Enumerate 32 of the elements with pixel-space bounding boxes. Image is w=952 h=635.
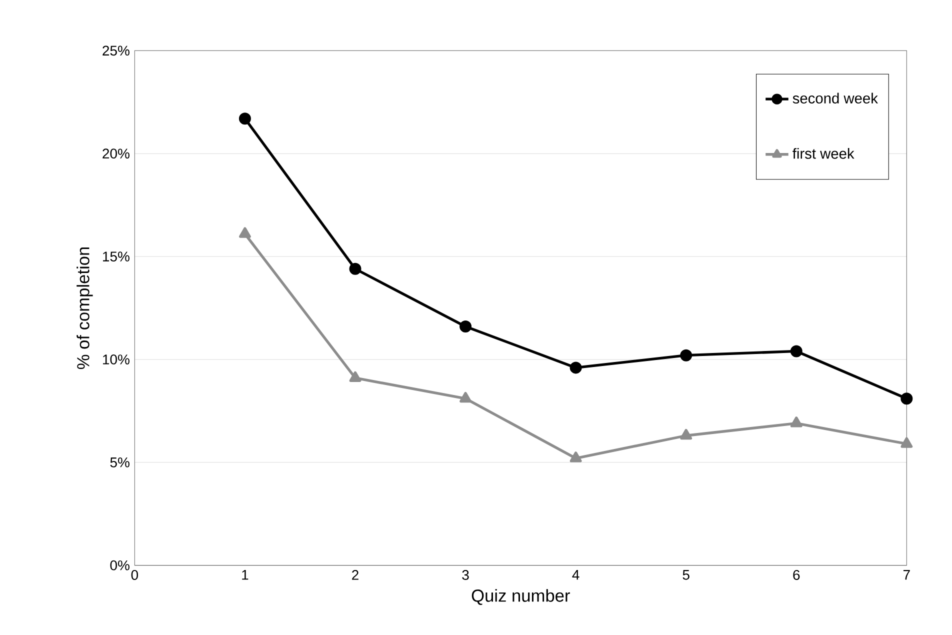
point bbox=[238, 112, 251, 125]
y-tick-label: 25% bbox=[102, 46, 130, 56]
point bbox=[790, 416, 802, 428]
y-tick-label: 10% bbox=[103, 354, 130, 365]
x-tick-label: 4 bbox=[572, 570, 580, 580]
y-tick-label: 5% bbox=[110, 458, 130, 468]
point bbox=[680, 429, 692, 440]
point bbox=[460, 320, 472, 333]
point bbox=[900, 437, 913, 448]
x-tick-label: 6 bbox=[793, 570, 800, 580]
y-tick-label: 15% bbox=[103, 252, 130, 262]
x-tick-label: 1 bbox=[242, 570, 248, 580]
legend-label: second week bbox=[792, 92, 878, 104]
y-tick-label: 20% bbox=[102, 148, 130, 159]
x-tick-label: 0 bbox=[131, 570, 138, 580]
legend-label: first week bbox=[792, 148, 854, 159]
x-tick-label: 3 bbox=[462, 570, 469, 580]
point bbox=[680, 350, 692, 362]
x-tick-label: 2 bbox=[352, 570, 358, 580]
point bbox=[460, 392, 472, 403]
y-tick-label: 0% bbox=[110, 560, 130, 570]
point bbox=[790, 345, 802, 358]
point bbox=[349, 263, 362, 276]
x-axis-title: Quiz number bbox=[472, 589, 570, 606]
x-tick-label: 7 bbox=[903, 570, 910, 580]
point bbox=[570, 452, 582, 462]
point bbox=[570, 362, 582, 374]
point bbox=[239, 227, 251, 238]
point bbox=[349, 371, 362, 382]
x-tick-label: 5 bbox=[682, 570, 690, 580]
point bbox=[900, 392, 913, 405]
y-axis-title: % of completion bbox=[76, 248, 93, 370]
